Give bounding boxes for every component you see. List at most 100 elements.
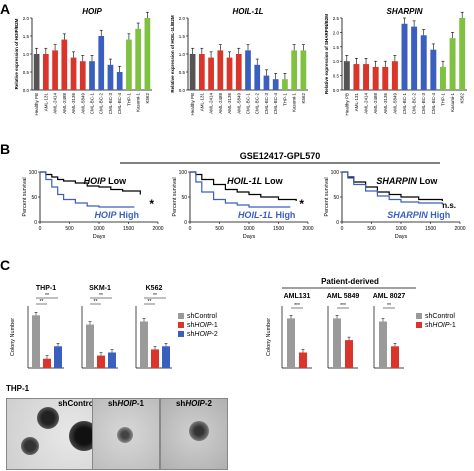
x-tick-label: 0	[39, 226, 42, 232]
bar	[235, 54, 242, 90]
category-label: Healthy PB	[344, 93, 349, 116]
micro-label-shhoip1: shHOIP-1	[107, 399, 145, 408]
y-tick-label: 2.0	[179, 16, 186, 21]
low-text: Low	[417, 176, 438, 186]
y-tick-label: 1.0	[179, 52, 186, 57]
bar	[79, 61, 86, 90]
category-label: Kasumi-1	[136, 93, 141, 113]
legend-prefix: sh	[187, 322, 195, 329]
bar	[89, 61, 95, 90]
category-label: AML-2488	[62, 93, 67, 114]
y-tick-label: 0.5	[179, 70, 186, 75]
y-tick-label: 0.5	[23, 70, 30, 75]
bar	[439, 66, 446, 90]
legend-label: shHOIP-1	[187, 322, 218, 329]
micro-cell-line-label: THP-1	[6, 384, 30, 393]
category-label: Healthy PB	[190, 93, 195, 116]
bar	[116, 72, 123, 90]
bar	[135, 28, 142, 90]
bar	[430, 49, 437, 90]
colony-bar	[299, 352, 307, 368]
y-tick-label: 50	[181, 195, 187, 201]
bar	[300, 50, 307, 90]
colony-y-axis-label: Colony Number	[10, 318, 16, 356]
category-label: K562	[460, 93, 465, 104]
colony-bar	[54, 346, 62, 368]
x-axis-label: Days	[93, 234, 106, 240]
significance-label: n.s.	[442, 201, 456, 210]
legend-gene: HOIP	[432, 322, 449, 329]
colony-bar	[43, 358, 51, 368]
category-label: CML-BC-4	[431, 93, 436, 115]
micro-label-shcontrol: shControl	[58, 399, 96, 408]
bar	[391, 61, 398, 90]
x-tick-label: 0	[189, 226, 192, 232]
km-curve-high	[342, 171, 443, 205]
colony-bar	[97, 355, 105, 368]
category-label: AML-2488	[373, 93, 378, 114]
y-tick-label: 0.5	[333, 74, 340, 79]
y-axis-label: Percent survival	[324, 177, 330, 216]
bar	[98, 36, 105, 90]
category-label: AML-131	[199, 93, 204, 112]
sig-label: **	[94, 299, 98, 305]
x-tick-label: 1000	[93, 226, 104, 232]
bar	[107, 64, 114, 90]
x-tick-label: 1500	[123, 226, 134, 232]
km-curve-low	[40, 171, 141, 195]
bar	[420, 35, 427, 90]
colony-bar	[151, 349, 159, 368]
high-text: High	[116, 210, 139, 220]
y-tick-label: 2.0	[333, 30, 340, 35]
colony-bar	[140, 321, 148, 368]
y-tick-label: 100	[29, 170, 38, 176]
y-tick-label: 1.5	[333, 45, 340, 50]
y-tick-label: 0	[184, 220, 187, 226]
gene-name: HOIL-1L	[227, 176, 262, 186]
y-tick-label: 1.0	[333, 59, 340, 64]
bar	[33, 54, 40, 90]
category-label: AML-2414	[53, 93, 58, 114]
km-curve-high	[40, 171, 135, 208]
x-tick-label: 500	[65, 226, 74, 232]
bar	[363, 64, 370, 90]
category-label: AML-131	[43, 93, 48, 112]
bar	[382, 66, 389, 90]
patient-title: Patient-derived	[321, 277, 379, 286]
category-label: AML-5849	[80, 93, 85, 114]
y-tick-label: 0	[34, 220, 37, 226]
category-label: CML-BC-3	[264, 93, 269, 115]
category-label: THP-1	[126, 93, 131, 106]
panel-label-c: C	[0, 257, 10, 273]
legend-prefix: sh	[425, 322, 433, 329]
category-label: AML-2488	[218, 93, 223, 114]
x-tick-label: 0	[341, 226, 344, 232]
bar	[70, 57, 77, 90]
colony-bar	[162, 346, 170, 368]
gene-name: HOIP	[84, 176, 107, 186]
colony-bar	[345, 340, 353, 368]
bar	[449, 38, 456, 90]
category-label: AML-5849	[392, 93, 397, 114]
significance-label: *	[299, 197, 304, 211]
bar	[411, 26, 418, 90]
bar	[126, 39, 132, 90]
y-tick-label: 2.5	[333, 16, 340, 21]
x-tick-label: 2000	[152, 226, 163, 232]
category-label: CML-BC-4	[117, 93, 122, 115]
legend-gene: HOIP	[194, 331, 211, 338]
bar	[263, 75, 270, 90]
y-tick-label: 1.5	[23, 34, 30, 39]
y-tick-label: 0	[336, 220, 339, 226]
bar	[198, 54, 205, 90]
x-tick-label: 1500	[425, 226, 436, 232]
category-label: AML-131	[354, 93, 359, 112]
category-label: Healthy PB	[34, 93, 39, 116]
x-tick-label: 2000	[454, 226, 465, 232]
category-label: AML-3136	[227, 93, 232, 114]
category-label: CML-BC-3	[108, 93, 113, 115]
category-label: AML-3136	[71, 93, 76, 114]
category-label: CML-BC-1	[402, 93, 407, 115]
